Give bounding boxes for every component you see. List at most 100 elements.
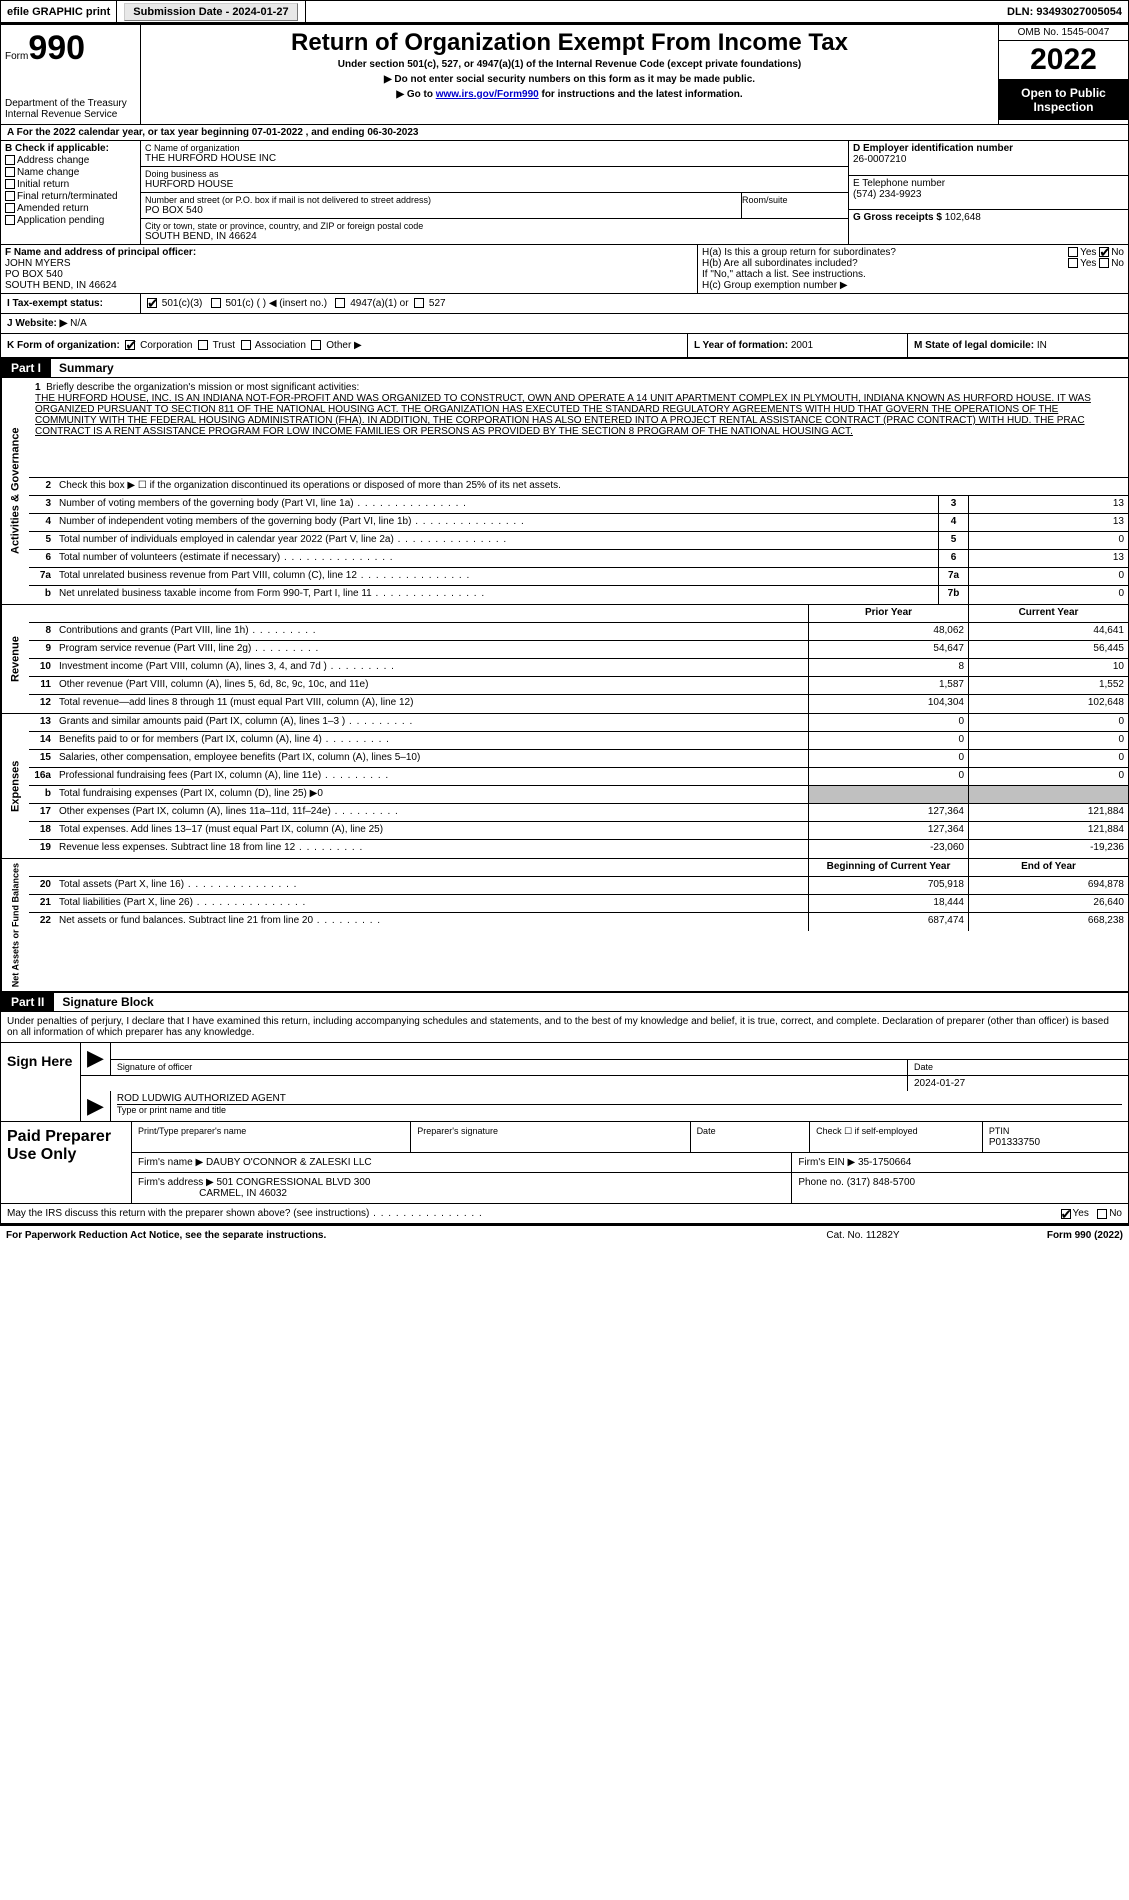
cb-trust[interactable] [198, 340, 208, 350]
submission-date-button[interactable]: Submission Date - 2024-01-27 [124, 3, 297, 21]
box-j-website: J Website: ▶ N/A [1, 314, 1128, 334]
officer-name: JOHN MYERS [5, 258, 693, 269]
discuss-choices: Yes No [942, 1208, 1122, 1219]
val-6: 13 [968, 550, 1128, 567]
cb-initial-return[interactable]: Initial return [5, 179, 136, 190]
cb-501c[interactable] [211, 298, 221, 308]
ptin-label: PTIN [989, 1126, 1010, 1136]
firm-addr2: CARMEL, IN 46032 [199, 1188, 287, 1199]
caret-icon: ▶ [81, 1091, 111, 1121]
dln-label: DLN: 93493027005054 [1001, 1, 1128, 22]
sig-officer-row: ▶ Signature of officer Date [81, 1043, 1128, 1076]
cb-527[interactable] [414, 298, 424, 308]
paid-preparer-label: Paid Preparer Use Only [1, 1122, 131, 1203]
part-2-tag: Part II [1, 993, 54, 1011]
box-b-label: B Check if applicable: [5, 143, 136, 154]
box-i-label: I Tax-exempt status: [1, 294, 141, 313]
preparer-line-1: Print/Type preparer's name Preparer's si… [132, 1122, 1128, 1153]
sig-name-row: ▶ ROD LUDWIG AUTHORIZED AGENT Type or pr… [81, 1091, 1128, 1121]
prep-date-label: Date [697, 1126, 716, 1136]
ein-label: D Employer identification number [853, 143, 1124, 154]
revenue-col-headers: Prior Year Current Year [29, 605, 1128, 623]
section-net-assets: Net Assets or Fund Balances Beginning of… [1, 859, 1128, 991]
val-7a: 0 [968, 568, 1128, 585]
cb-discuss-yes[interactable] [1061, 1209, 1071, 1219]
val-4: 13 [968, 514, 1128, 531]
cb-hb-no[interactable] [1099, 258, 1109, 268]
box-l-year: L Year of formation: 2001 [688, 334, 908, 357]
na-col-headers: Beginning of Current Year End of Year [29, 859, 1128, 877]
org-name-label: C Name of organization [145, 143, 844, 153]
prep-sig-label: Preparer's signature [417, 1126, 498, 1136]
tax-status-options: 501(c)(3) 501(c) ( ) ◀ (insert no.) 4947… [141, 294, 1128, 313]
box-m-state: M State of legal domicile: IN [908, 334, 1128, 357]
row-22: 22Net assets or fund balances. Subtract … [29, 913, 1128, 931]
box-f-officer: F Name and address of principal officer:… [1, 245, 698, 293]
cb-ha-yes[interactable] [1068, 247, 1078, 257]
phone-value: (574) 234-9923 [853, 189, 1124, 200]
caret-icon: ▶ [81, 1043, 111, 1075]
row-2: 2Check this box ▶ ☐ if the organization … [29, 478, 1128, 496]
cb-other[interactable] [311, 340, 321, 350]
header-middle: Return of Organization Exempt From Incom… [141, 25, 998, 124]
gross-value: 102,648 [945, 212, 981, 223]
row-10: 10Investment income (Part VIII, column (… [29, 659, 1128, 677]
dba-value: HURFORD HOUSE [145, 179, 844, 190]
header-right: OMB No. 1545-0047 2022 Open to Public In… [998, 25, 1128, 124]
officer-print-name: ROD LUDWIG AUTHORIZED AGENT [117, 1093, 1122, 1105]
row-19: 19Revenue less expenses. Subtract line 1… [29, 840, 1128, 858]
row-klm: K Form of organization: Corporation Trus… [1, 334, 1128, 359]
row-f-h: F Name and address of principal officer:… [1, 245, 1128, 294]
state-domicile-value: IN [1037, 340, 1047, 351]
form-container: Form990 Department of the Treasury Inter… [0, 24, 1129, 1225]
sign-here-row: Sign Here ▶ Signature of officer Date 20… [1, 1043, 1128, 1122]
cb-amended-return[interactable]: Amended return [5, 203, 136, 214]
box-k-form-org: K Form of organization: Corporation Trus… [1, 334, 688, 357]
cb-ha-no[interactable] [1099, 247, 1109, 257]
street-value: PO BOX 540 [145, 205, 737, 216]
irs-label: Internal Revenue Service [5, 109, 136, 120]
cb-final-return[interactable]: Final return/terminated [5, 191, 136, 202]
row-6: 6Total number of volunteers (estimate if… [29, 550, 1128, 568]
cb-hb-yes[interactable] [1068, 258, 1078, 268]
row-7b: bNet unrelated business taxable income f… [29, 586, 1128, 604]
vtab-net-assets: Net Assets or Fund Balances [1, 859, 29, 991]
discuss-question: May the IRS discuss this return with the… [7, 1208, 942, 1219]
cb-discuss-no[interactable] [1097, 1209, 1107, 1219]
year-formation-value: 2001 [791, 340, 813, 351]
irs-link[interactable]: www.irs.gov/Form990 [436, 89, 539, 100]
firm-phone-value: (317) 848-5700 [847, 1177, 915, 1188]
cb-address-change[interactable]: Address change [5, 155, 136, 166]
row-18: 18Total expenses. Add lines 13–17 (must … [29, 822, 1128, 840]
dba-cell: Doing business as HURFORD HOUSE [141, 167, 848, 193]
row-i-status: I Tax-exempt status: 501(c)(3) 501(c) ( … [1, 294, 1128, 314]
row-11: 11Other revenue (Part VIII, column (A), … [29, 677, 1128, 695]
city-value: SOUTH BEND, IN 46624 [145, 231, 844, 242]
page-footer: For Paperwork Reduction Act Notice, see … [0, 1225, 1129, 1245]
submission-date-cell: Submission Date - 2024-01-27 [117, 1, 305, 22]
paid-preparer-row: Paid Preparer Use Only Print/Type prepar… [1, 1122, 1128, 1204]
cb-4947[interactable] [335, 298, 345, 308]
row-8: 8Contributions and grants (Part VIII, li… [29, 623, 1128, 641]
firm-addr1: 501 CONGRESSIONAL BLVD 300 [217, 1177, 371, 1188]
cb-501c3[interactable] [147, 298, 157, 308]
sig-date-label: Date [914, 1062, 1122, 1072]
dba-label: Doing business as [145, 169, 844, 179]
cb-assoc[interactable] [241, 340, 251, 350]
val-5: 0 [968, 532, 1128, 549]
cb-corp[interactable] [125, 340, 135, 350]
hb-label: H(b) Are all subordinates included? [702, 258, 858, 269]
hdr-begin-year: Beginning of Current Year [808, 859, 968, 876]
mission-question: Briefly describe the organization's miss… [46, 382, 359, 393]
row-16a: 16aProfessional fundraising fees (Part I… [29, 768, 1128, 786]
sig-date-value-row: 2024-01-27 [81, 1076, 1128, 1091]
cb-name-change[interactable]: Name change [5, 167, 136, 178]
form-subtitle: Under section 501(c), 527, or 4947(a)(1)… [149, 59, 990, 70]
box-g-gross: G Gross receipts $ 102,648 [849, 210, 1128, 244]
firm-addr-label: Firm's address ▶ [138, 1177, 214, 1188]
cb-application-pending[interactable]: Application pending [5, 215, 136, 226]
row-7a: 7aTotal unrelated business revenue from … [29, 568, 1128, 586]
box-h-group: H(a) Is this a group return for subordin… [698, 245, 1128, 293]
officer-name-label: Type or print name and title [117, 1105, 1122, 1115]
part-2-title: Signature Block [54, 993, 161, 1011]
